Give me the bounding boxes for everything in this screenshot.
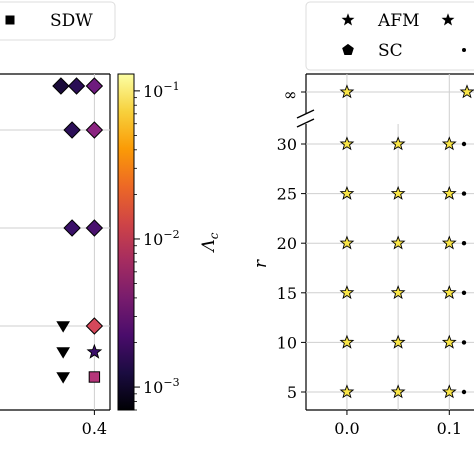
left-data-point	[52, 77, 70, 95]
colorbar-tick-label: 10−1	[143, 80, 180, 101]
right-data-point-edge	[461, 191, 467, 196]
right-y-tick-label: 25	[277, 185, 297, 204]
right-legend-label: AFM	[377, 11, 419, 31]
right-y-tick-label: 20	[277, 234, 297, 253]
right-data-point	[339, 136, 355, 151]
right-data-point	[441, 136, 457, 151]
left-data-point	[56, 372, 70, 384]
y-axis-label: r	[251, 259, 271, 268]
colorbar	[117, 73, 135, 411]
right-x-tick-label: 0.1	[437, 419, 462, 438]
right-data-point	[390, 285, 406, 300]
right-legend-marker	[462, 48, 466, 52]
right-data-point	[390, 334, 406, 349]
right-panel: AFM SC 5 10 15 20 25 30 ∞ 0.0 0.1 r	[251, 1, 474, 438]
left-x-tick-label: 0.4	[82, 419, 107, 438]
right-y-tick-label: ∞	[284, 85, 297, 104]
right-data-point	[339, 334, 355, 349]
right-y-tick-label: 10	[277, 333, 297, 352]
right-data-point-edge	[461, 241, 467, 246]
left-panel: SDW 0.4 10−3 10−2 10−1 Λc	[0, 1, 221, 438]
right-y-tick-label: 30	[277, 135, 297, 154]
right-data-point-edge	[461, 141, 467, 147]
colorbar-label: Λc	[199, 232, 221, 253]
left-data-point	[85, 77, 104, 95]
right-data-point	[339, 84, 355, 99]
left-data-point	[63, 219, 81, 237]
right-x-tick-label: 0.0	[334, 419, 359, 438]
left-data-point	[85, 317, 104, 335]
right-data-point-edge	[461, 389, 467, 395]
left-data-point	[85, 219, 104, 237]
colorbar-tick-label: 10−2	[143, 228, 180, 249]
left-data-point	[56, 347, 70, 359]
left-data-point	[86, 343, 103, 359]
right-legend-label: SC	[378, 41, 403, 61]
right-data-point	[390, 235, 406, 250]
right-data-point-edge	[461, 290, 467, 295]
right-data-point	[459, 84, 474, 99]
left-data-point	[63, 121, 81, 139]
right-data-point	[339, 185, 355, 200]
left-legend-marker	[5, 15, 15, 25]
right-legend-marker	[342, 43, 354, 55]
right-data-point	[441, 285, 457, 300]
left-data-point	[88, 371, 101, 383]
right-y-tick-label: 5	[287, 383, 297, 402]
right-data-point	[441, 235, 457, 250]
right-data-point	[441, 384, 457, 399]
right-data-point	[339, 384, 355, 399]
left-data-point	[56, 321, 70, 333]
right-data-point	[339, 285, 355, 300]
left-data-point	[85, 121, 104, 139]
right-data-point	[441, 185, 457, 200]
right-data-point	[390, 185, 406, 200]
right-data-point	[441, 334, 457, 349]
right-data-point	[339, 235, 355, 250]
right-data-point-edge	[461, 340, 467, 345]
left-legend-box	[0, 1, 116, 41]
right-data-point	[390, 384, 406, 399]
right-legend-marker	[341, 13, 355, 26]
right-data-point	[390, 136, 406, 151]
right-legend-marker	[441, 13, 455, 26]
left-legend-label: SDW	[50, 11, 93, 31]
colorbar-tick-label: 10−3	[143, 376, 180, 397]
right-y-tick-label: 15	[277, 284, 297, 303]
axis-break-marks	[296, 109, 315, 128]
left-data-point	[67, 77, 86, 95]
